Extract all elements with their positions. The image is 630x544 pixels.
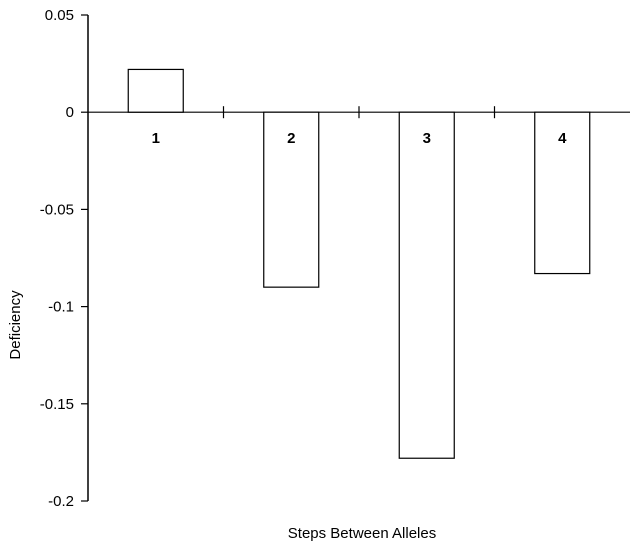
y-tick-label: 0 xyxy=(66,104,74,121)
y-tick-label: -0.1 xyxy=(48,299,74,316)
category-label: 2 xyxy=(287,130,295,147)
category-label: 1 xyxy=(152,130,160,147)
y-axis-ticks: 0.05 0 -0.05 -0.1 -0.15 -0.2 xyxy=(40,7,88,510)
y-tick-label: 0.05 xyxy=(45,7,74,24)
bar xyxy=(398,111,455,459)
y-tick-label: -0.2 xyxy=(48,493,74,510)
category-label: 3 xyxy=(423,130,431,147)
bar xyxy=(534,111,591,275)
y-tick-label: -0.05 xyxy=(40,201,74,218)
y-axis-title: Deficiency xyxy=(7,290,24,360)
category-label: 4 xyxy=(558,130,567,147)
bar xyxy=(263,111,320,288)
category-labels: 1 2 3 4 xyxy=(152,130,568,147)
y-tick-label: -0.15 xyxy=(40,396,74,413)
bars-group xyxy=(127,68,591,459)
x-axis-title: Steps Between Alleles xyxy=(288,525,436,542)
bar xyxy=(127,68,184,113)
